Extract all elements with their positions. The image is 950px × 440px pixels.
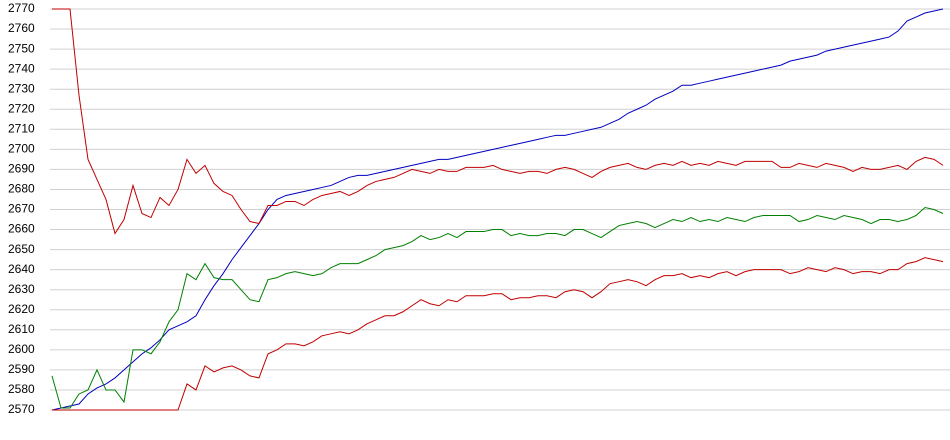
y-tick-label: 2710	[8, 121, 35, 135]
y-tick-label: 2740	[8, 61, 35, 75]
y-tick-label: 2680	[8, 182, 35, 196]
y-tick-label: 2590	[8, 362, 35, 376]
y-tick-label: 2700	[8, 142, 35, 156]
y-tick-label: 2600	[8, 342, 35, 356]
series-line	[51, 206, 944, 409]
y-tick-label: 2640	[8, 262, 35, 276]
y-tick-label: 2650	[8, 242, 35, 256]
series-line	[52, 8, 944, 235]
y-tick-label: 2570	[8, 402, 35, 416]
y-tick-label: 2670	[8, 202, 35, 216]
y-tick-label: 2730	[8, 81, 35, 95]
y-tick-label: 2690	[8, 162, 35, 176]
y-tick-label: 2620	[8, 302, 35, 316]
y-tick-label: 2580	[8, 382, 35, 396]
y-tick-label: 2750	[8, 41, 35, 55]
y-tick-label: 2720	[8, 101, 35, 115]
y-tick-label: 2630	[8, 282, 35, 296]
series-line	[51, 8, 944, 411]
y-tick-label: 2770	[8, 1, 35, 15]
y-tick-label: 2660	[8, 222, 35, 236]
y-tick-label: 2610	[8, 322, 35, 336]
series-line	[52, 257, 944, 411]
y-tick-label: 2760	[8, 21, 35, 35]
